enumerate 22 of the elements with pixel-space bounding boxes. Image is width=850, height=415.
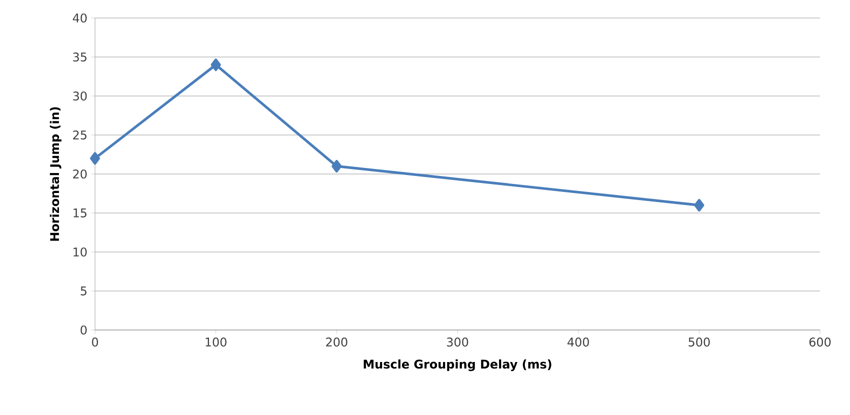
x-tick-label: 300	[447, 338, 468, 347]
x-tick-label: 0	[92, 338, 98, 347]
y-axis-title: Horizontal Jump (in)	[50, 107, 62, 241]
y-tick-label: 35	[73, 52, 86, 62]
y-tick-label: 0	[80, 325, 87, 335]
y-tick-label: 10	[74, 247, 87, 257]
y-tick-label: 25	[73, 130, 86, 140]
point	[210, 58, 221, 72]
y-tick-label: 40	[72, 13, 87, 23]
y-tick-label: 30	[73, 91, 87, 101]
x-tick-label: 500	[688, 338, 710, 347]
point	[332, 160, 342, 172]
x-tick-label: 100	[206, 338, 226, 347]
point	[90, 152, 100, 165]
y-tick-label: 20	[73, 169, 87, 179]
y-tick-label: 5	[80, 286, 86, 296]
x-tick-label: 400	[568, 338, 589, 347]
point	[694, 198, 704, 212]
y-tick-label: 15	[74, 208, 86, 218]
x-tick-label: 600	[809, 338, 831, 347]
x-tick-label: 200	[326, 338, 348, 347]
x-axis-title: Muscle Grouping Delay (ms)	[364, 359, 552, 372]
